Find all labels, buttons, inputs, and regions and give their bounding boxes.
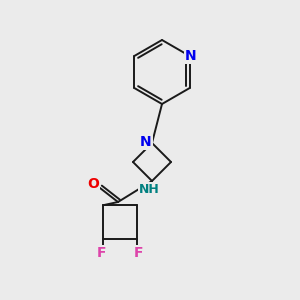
- Text: F: F: [134, 246, 144, 260]
- Text: N: N: [185, 49, 197, 63]
- Text: NH: NH: [139, 183, 159, 196]
- Text: F: F: [97, 246, 106, 260]
- Text: O: O: [87, 177, 99, 191]
- Text: N: N: [140, 135, 152, 149]
